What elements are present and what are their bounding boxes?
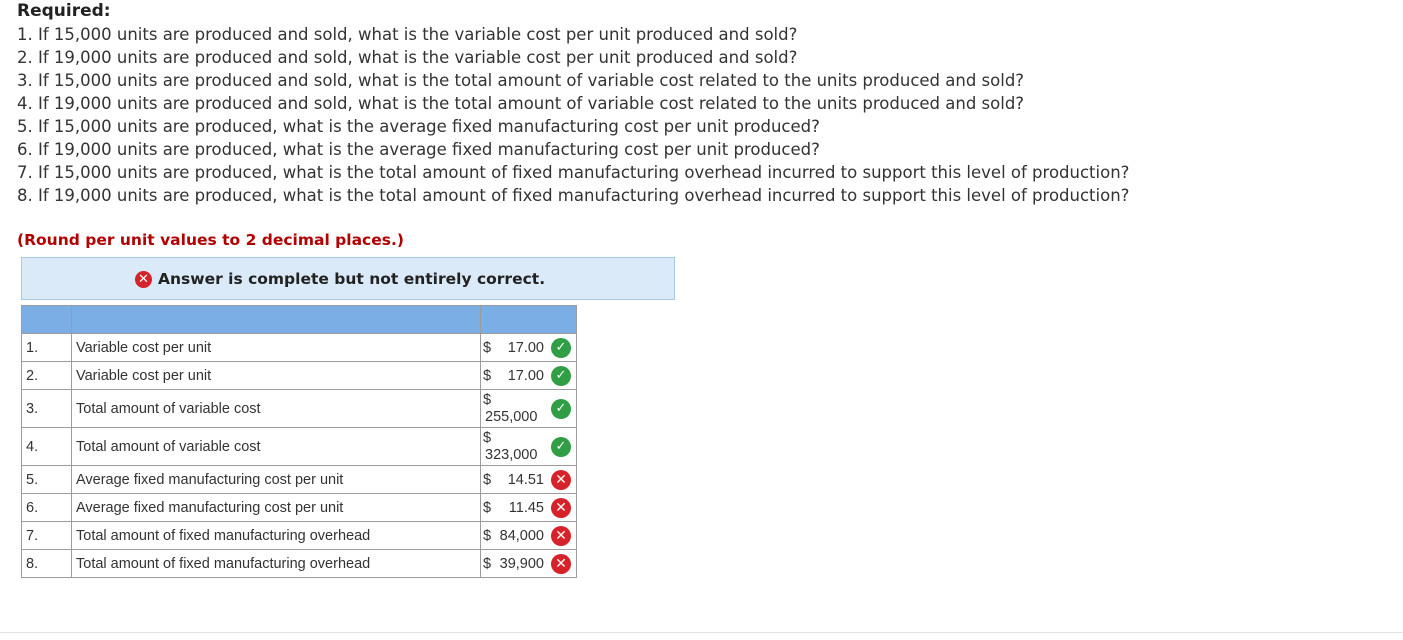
table-row: 8. Total amount of fixed manufacturing o… [21, 549, 577, 578]
row-number: 6. [21, 493, 72, 522]
answer-value[interactable]: 17.00 [507, 339, 544, 356]
answer-cell[interactable]: $17.00 ✓ [480, 333, 577, 362]
row-number: 1. [21, 333, 72, 362]
question-item: 2. If 19,000 units are produced and sold… [17, 48, 798, 67]
row-number: 2. [21, 361, 72, 390]
answer-cell[interactable]: $11.45 ✕ [480, 493, 577, 522]
question-list: 1. If 15,000 units are produced and sold… [17, 23, 1129, 207]
check-circle-icon: ✓ [551, 337, 571, 358]
currency-symbol: $ [483, 471, 492, 488]
check-circle-icon: ✓ [551, 365, 571, 386]
question-item: 7. If 15,000 units are produced, what is… [17, 163, 1130, 182]
answer-table: 1. Variable cost per unit $17.00 ✓ 2. Va… [21, 305, 577, 578]
row-number: 8. [21, 549, 72, 578]
answer-cell[interactable]: $14.51 ✕ [480, 465, 577, 494]
currency-symbol: $ [483, 391, 492, 408]
answer-value[interactable]: 17.00 [507, 367, 544, 384]
header-cell [71, 305, 481, 334]
answer-value[interactable]: 323,000 [485, 446, 538, 463]
currency-symbol: $ [483, 499, 492, 516]
answer-cell[interactable]: $255,000 ✓ [480, 389, 577, 428]
currency-symbol: $ [483, 555, 492, 572]
row-label: Average fixed manufacturing cost per uni… [71, 465, 481, 494]
answer-value[interactable]: 39,900 [499, 555, 544, 572]
currency-symbol: $ [483, 339, 492, 356]
status-text: Answer is complete but not entirely corr… [158, 270, 546, 288]
check-circle-icon: ✓ [551, 436, 571, 457]
table-row: 5. Average fixed manufacturing cost per … [21, 465, 577, 494]
row-label: Variable cost per unit [71, 333, 481, 362]
answer-value[interactable]: 255,000 [485, 408, 538, 425]
row-number: 5. [21, 465, 72, 494]
answer-cell[interactable]: $84,000 ✕ [480, 521, 577, 550]
question-item: 1. If 15,000 units are produced and sold… [17, 25, 798, 44]
answer-cell[interactable]: $17.00 ✓ [480, 361, 577, 390]
x-circle-icon: ✕ [551, 497, 571, 518]
table-row: 1. Variable cost per unit $17.00 ✓ [21, 333, 577, 362]
currency-symbol: $ [483, 367, 492, 384]
table-row: 7. Total amount of fixed manufacturing o… [21, 521, 577, 550]
row-label: Total amount of variable cost [71, 427, 481, 466]
header-cell [21, 305, 72, 334]
table-row: 6. Average fixed manufacturing cost per … [21, 493, 577, 522]
row-number: 3. [21, 389, 72, 428]
row-label: Average fixed manufacturing cost per uni… [71, 493, 481, 522]
x-circle-icon: ✕ [551, 525, 571, 546]
question-item: 8. If 19,000 units are produced, what is… [17, 186, 1130, 205]
row-label: Variable cost per unit [71, 361, 481, 390]
rounding-instruction: (Round per unit values to 2 decimal plac… [17, 231, 404, 249]
header-cell [480, 305, 577, 334]
check-circle-icon: ✓ [551, 398, 571, 419]
divider [0, 632, 1403, 633]
x-circle-icon: ✕ [551, 469, 571, 490]
row-label: Total amount of fixed manufacturing over… [71, 521, 481, 550]
row-number: 7. [21, 521, 72, 550]
answer-cell[interactable]: $39,900 ✕ [480, 549, 577, 578]
question-item: 6. If 19,000 units are produced, what is… [17, 140, 820, 159]
table-row: 3. Total amount of variable cost $255,00… [21, 389, 577, 428]
x-circle-icon: ✕ [135, 270, 152, 288]
question-item: 3. If 15,000 units are produced and sold… [17, 71, 1025, 90]
row-label: Total amount of variable cost [71, 389, 481, 428]
currency-symbol: $ [483, 429, 492, 446]
question-item: 4. If 19,000 units are produced and sold… [17, 94, 1025, 113]
answer-value[interactable]: 84,000 [499, 527, 544, 544]
answer-value[interactable]: 14.51 [507, 471, 544, 488]
answer-status-banner: ✕ Answer is complete but not entirely co… [21, 257, 675, 300]
required-heading: Required: [17, 1, 111, 21]
currency-symbol: $ [483, 527, 492, 544]
table-row: 4. Total amount of variable cost $323,00… [21, 427, 577, 466]
answer-value[interactable]: 11.45 [508, 499, 544, 516]
question-item: 5. If 15,000 units are produced, what is… [17, 117, 820, 136]
row-label: Total amount of fixed manufacturing over… [71, 549, 481, 578]
row-number: 4. [21, 427, 72, 466]
x-circle-icon: ✕ [551, 553, 571, 574]
answer-cell[interactable]: $323,000 ✓ [480, 427, 577, 466]
table-row: 2. Variable cost per unit $17.00 ✓ [21, 361, 577, 390]
table-header-row [21, 305, 577, 334]
